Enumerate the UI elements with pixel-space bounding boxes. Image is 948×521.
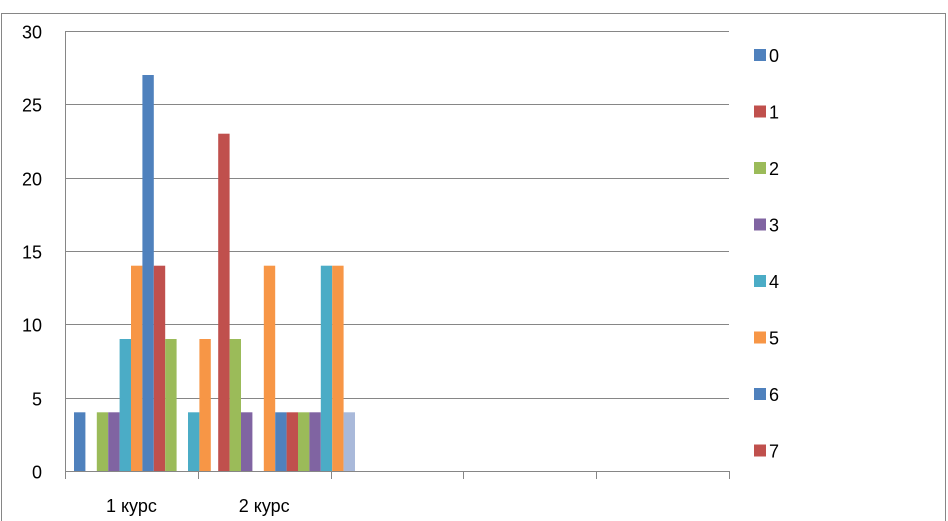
x-tick-label: 1 курс <box>106 496 157 516</box>
bar <box>119 339 131 471</box>
bar <box>188 412 200 471</box>
bar <box>263 265 276 471</box>
legend-swatch <box>754 218 766 231</box>
legend-swatch <box>754 331 766 344</box>
legend-label: 3 <box>769 216 779 236</box>
bar <box>74 412 86 471</box>
y-tick-label: 5 <box>32 390 42 410</box>
legend: 0 1 2 3 4 5 6 7 <box>754 46 779 462</box>
y-tick-label: 0 <box>32 463 42 483</box>
bar <box>108 412 120 471</box>
bar <box>298 412 310 471</box>
y-tick-label: 20 <box>22 170 42 190</box>
bar <box>153 265 166 471</box>
legend-label: 1 <box>769 103 779 123</box>
bar <box>96 412 109 471</box>
legend-label: 2 <box>769 159 779 179</box>
legend-swatch <box>754 105 766 118</box>
bar <box>332 265 344 471</box>
bar <box>343 412 355 471</box>
bar <box>131 265 143 471</box>
axes: 0 5 10 15 20 25 30 1 курс 2 курс <box>22 23 730 516</box>
bar <box>229 339 241 471</box>
bars <box>74 75 355 471</box>
legend-label: 0 <box>769 46 779 66</box>
bar <box>241 412 253 471</box>
bar <box>286 412 298 471</box>
legend-swatch <box>754 388 766 400</box>
bar <box>309 412 321 471</box>
bar <box>320 265 333 471</box>
legend-label: 5 <box>769 329 779 349</box>
legend-label: 7 <box>769 442 779 462</box>
y-tick-label: 25 <box>22 96 42 116</box>
y-tick-label: 10 <box>22 316 42 336</box>
legend-swatch <box>754 162 766 174</box>
legend-swatch <box>754 49 766 61</box>
bar <box>165 339 177 471</box>
bar <box>218 133 230 471</box>
y-tick-label: 15 <box>22 243 42 263</box>
legend-label: 6 <box>769 385 779 405</box>
bar <box>142 75 154 471</box>
legend-swatch <box>754 275 766 287</box>
bar <box>199 339 211 471</box>
y-tick-label: 30 <box>22 23 42 43</box>
legend-swatch <box>754 444 766 457</box>
legend-label: 4 <box>769 272 779 292</box>
x-tick-label: 2 курс <box>239 496 290 516</box>
bar <box>275 412 287 471</box>
